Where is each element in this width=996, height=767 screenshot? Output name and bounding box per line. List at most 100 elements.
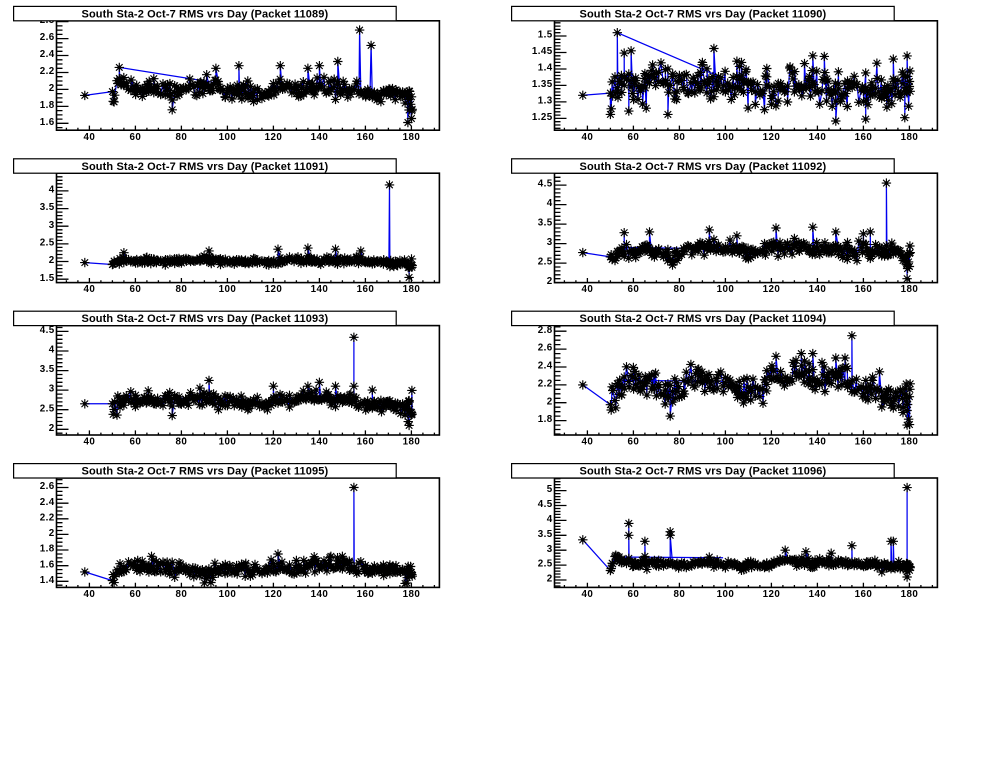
svg-text:40: 40 (582, 589, 594, 600)
svg-text:2.5: 2.5 (538, 257, 553, 268)
svg-text:60: 60 (628, 284, 640, 295)
svg-text:160: 160 (855, 284, 873, 295)
svg-text:2.8: 2.8 (538, 325, 553, 336)
svg-text:3.5: 3.5 (40, 364, 55, 375)
svg-text:80: 80 (674, 437, 686, 448)
svg-text:80: 80 (176, 589, 188, 600)
svg-text:120: 120 (763, 437, 781, 448)
svg-text:2: 2 (547, 276, 553, 287)
svg-text:80: 80 (674, 284, 686, 295)
svg-text:1.45: 1.45 (532, 46, 553, 57)
svg-text:40: 40 (582, 437, 594, 448)
svg-text:2.4: 2.4 (40, 49, 55, 60)
svg-text:2: 2 (547, 574, 553, 585)
svg-text:2.5: 2.5 (40, 238, 55, 249)
svg-text:60: 60 (130, 589, 142, 600)
svg-text:2.2: 2.2 (538, 379, 553, 390)
svg-text:120: 120 (265, 589, 283, 600)
svg-text:100: 100 (717, 589, 735, 600)
svg-text:80: 80 (674, 132, 686, 143)
svg-text:2.6: 2.6 (538, 343, 553, 354)
svg-text:4: 4 (547, 198, 553, 209)
svg-text:2: 2 (49, 528, 55, 539)
svg-text:1.6: 1.6 (40, 559, 55, 570)
svg-text:2.5: 2.5 (538, 559, 553, 570)
svg-text:2.6: 2.6 (40, 481, 55, 492)
svg-text:140: 140 (311, 132, 329, 143)
svg-text:100: 100 (717, 132, 735, 143)
svg-text:140: 140 (809, 437, 827, 448)
svg-text:180: 180 (403, 132, 421, 143)
svg-text:80: 80 (176, 437, 188, 448)
svg-text:3.5: 3.5 (538, 218, 553, 229)
svg-text:2.4: 2.4 (40, 497, 55, 508)
svg-text:2: 2 (49, 83, 55, 94)
svg-text:4: 4 (49, 185, 55, 196)
svg-text:1.5: 1.5 (40, 273, 55, 284)
svg-text:120: 120 (265, 437, 283, 448)
svg-text:South Sta-2 Oct-7 RMS vrs Day: South Sta-2 Oct-7 RMS vrs Day (Packet 11… (82, 161, 329, 173)
svg-text:60: 60 (628, 132, 640, 143)
svg-text:100: 100 (219, 589, 237, 600)
svg-text:4.5: 4.5 (538, 179, 553, 190)
svg-text:180: 180 (403, 589, 421, 600)
svg-text:South Sta-2 Oct-7 RMS vrs Day: South Sta-2 Oct-7 RMS vrs Day (Packet 11… (580, 466, 827, 478)
svg-text:120: 120 (763, 589, 781, 600)
svg-text:100: 100 (219, 437, 237, 448)
svg-text:60: 60 (130, 437, 142, 448)
svg-text:60: 60 (130, 284, 142, 295)
svg-text:140: 140 (311, 437, 329, 448)
svg-text:1.25: 1.25 (532, 112, 553, 123)
svg-text:120: 120 (763, 132, 781, 143)
svg-text:1.8: 1.8 (538, 414, 553, 425)
svg-text:4: 4 (49, 345, 55, 356)
svg-text:80: 80 (176, 132, 188, 143)
svg-text:160: 160 (855, 437, 873, 448)
svg-text:3: 3 (547, 544, 553, 555)
svg-text:140: 140 (809, 132, 827, 143)
svg-text:3: 3 (49, 220, 55, 231)
svg-text:3: 3 (547, 237, 553, 248)
svg-text:80: 80 (176, 284, 188, 295)
svg-text:180: 180 (403, 437, 421, 448)
svg-text:40: 40 (84, 284, 96, 295)
svg-text:180: 180 (901, 437, 919, 448)
svg-text:60: 60 (628, 437, 640, 448)
svg-text:120: 120 (763, 284, 781, 295)
svg-text:2: 2 (49, 423, 55, 434)
svg-text:180: 180 (901, 132, 919, 143)
svg-text:40: 40 (582, 284, 594, 295)
svg-text:160: 160 (357, 284, 375, 295)
svg-text:40: 40 (84, 437, 96, 448)
svg-text:2.4: 2.4 (538, 361, 553, 372)
svg-text:1.3: 1.3 (538, 96, 553, 107)
svg-text:1.8: 1.8 (40, 100, 55, 111)
svg-text:1.6: 1.6 (40, 117, 55, 128)
svg-text:South Sta-2 Oct-7 RMS vrs Day: South Sta-2 Oct-7 RMS vrs Day (Packet 11… (580, 161, 827, 173)
svg-text:2: 2 (49, 255, 55, 266)
svg-text:1.8: 1.8 (40, 544, 55, 555)
svg-text:40: 40 (582, 132, 594, 143)
svg-text:160: 160 (357, 437, 375, 448)
svg-text:180: 180 (403, 284, 421, 295)
svg-text:2.6: 2.6 (40, 32, 55, 43)
svg-text:60: 60 (628, 589, 640, 600)
svg-text:160: 160 (855, 589, 873, 600)
svg-text:1.35: 1.35 (532, 79, 553, 90)
svg-text:120: 120 (265, 284, 283, 295)
svg-text:40: 40 (84, 132, 96, 143)
svg-text:South Sta-2 Oct-7 RMS vrs Day: South Sta-2 Oct-7 RMS vrs Day (Packet 11… (82, 313, 329, 325)
svg-text:2.2: 2.2 (40, 512, 55, 523)
svg-text:60: 60 (130, 132, 142, 143)
svg-text:2: 2 (547, 396, 553, 407)
svg-text:160: 160 (855, 132, 873, 143)
svg-text:160: 160 (357, 589, 375, 600)
svg-text:160: 160 (357, 132, 375, 143)
svg-text:3.5: 3.5 (538, 529, 553, 540)
svg-text:South Sta-2 Oct-7 RMS vrs Day: South Sta-2 Oct-7 RMS vrs Day (Packet 11… (82, 466, 329, 478)
svg-text:100: 100 (717, 284, 735, 295)
svg-text:180: 180 (901, 589, 919, 600)
svg-text:South Sta-2 Oct-7 RMS vrs Day: South Sta-2 Oct-7 RMS vrs Day (Packet 11… (82, 8, 329, 20)
svg-text:40: 40 (84, 589, 96, 600)
svg-text:100: 100 (219, 132, 237, 143)
